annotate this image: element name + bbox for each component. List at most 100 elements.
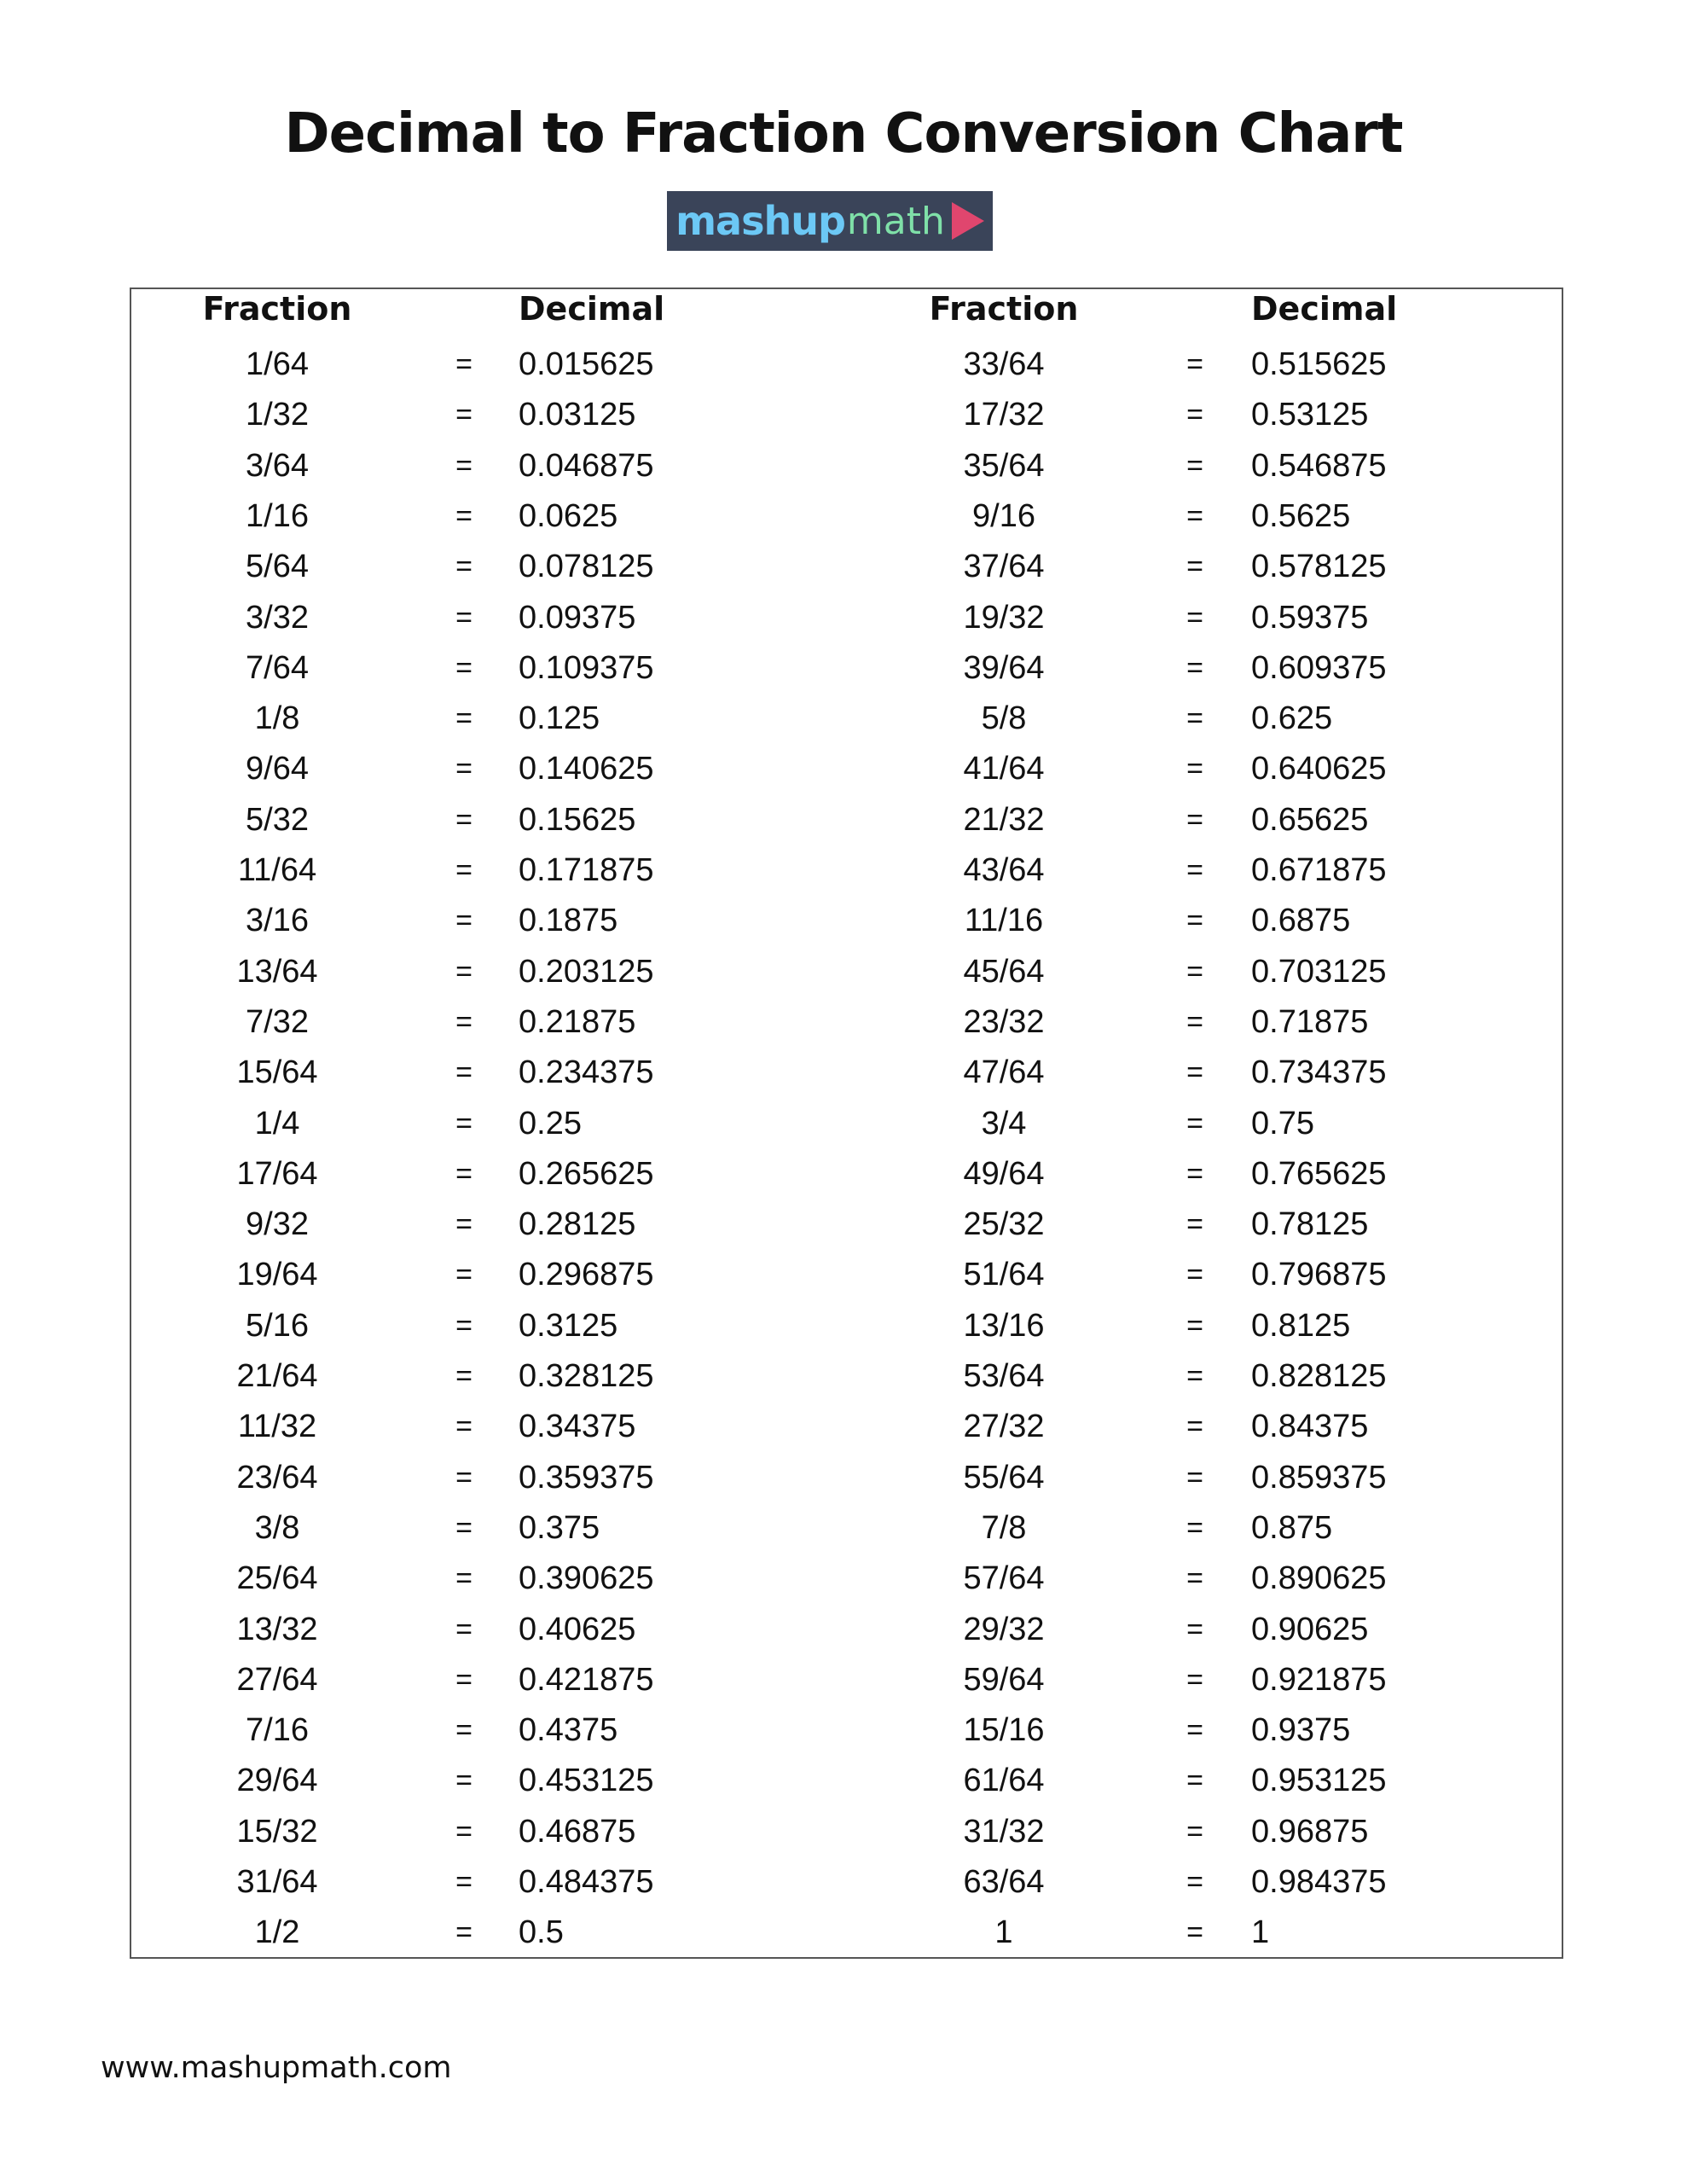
- fraction-cell: 7/16: [246, 1712, 309, 1749]
- equals-sign: =: [1186, 1208, 1203, 1241]
- fraction-cell: 25/64: [236, 1560, 318, 1597]
- fraction-cell: 3/16: [246, 903, 309, 939]
- decimal-cell: 0.8125: [1251, 1307, 1351, 1344]
- equals-sign: =: [1186, 1107, 1203, 1140]
- equals-sign: =: [1186, 1663, 1203, 1696]
- play-icon: [951, 202, 984, 240]
- fraction-cell: 1/2: [254, 1914, 300, 1951]
- decimal-cell: 0.5625: [1251, 497, 1351, 534]
- fraction-cell: 31/32: [963, 1813, 1045, 1850]
- decimal-cell: 0.40625: [519, 1611, 636, 1647]
- equals-sign: =: [1186, 752, 1203, 786]
- fraction-cell: 19/32: [963, 599, 1045, 636]
- decimal-cell: 0.734375: [1251, 1054, 1387, 1091]
- decimal-cell: 0.421875: [519, 1661, 654, 1698]
- decimal-cell: 0.59375: [1251, 599, 1369, 636]
- decimal-cell: 0.953125: [1251, 1763, 1387, 1799]
- fraction-cell: 1: [994, 1914, 1013, 1951]
- fraction-cell: 7/32: [246, 1003, 309, 1040]
- equals-sign: =: [455, 854, 472, 886]
- fraction-cell: 33/64: [963, 346, 1045, 382]
- equals-sign: =: [455, 1005, 472, 1038]
- decimal-cell: 0.65625: [1251, 801, 1369, 838]
- fraction-cell: 15/64: [236, 1054, 318, 1091]
- fraction-cell: 13/64: [236, 953, 318, 990]
- fraction-cell: 49/64: [963, 1155, 1045, 1192]
- fraction-cell: 23/64: [236, 1459, 318, 1496]
- equals-sign: =: [1186, 348, 1203, 380]
- equals-sign: =: [1186, 398, 1203, 432]
- equals-sign: =: [455, 1815, 472, 1848]
- header-fraction-left: Fraction: [202, 290, 352, 328]
- decimal-cell: 0.609375: [1251, 649, 1387, 686]
- equals-sign: =: [1186, 904, 1203, 938]
- decimal-cell: 0.1875: [519, 903, 618, 939]
- equals-sign: =: [1186, 499, 1203, 532]
- fraction-cell: 43/64: [963, 852, 1045, 888]
- decimal-cell: 0.015625: [519, 346, 654, 382]
- fraction-cell: 5/32: [246, 801, 309, 838]
- fraction-cell: 63/64: [963, 1864, 1045, 1900]
- equals-sign: =: [1186, 1916, 1203, 1949]
- fraction-cell: 39/64: [963, 649, 1045, 686]
- decimal-cell: 0.984375: [1251, 1864, 1387, 1900]
- fraction-cell: 1/32: [246, 397, 309, 433]
- fraction-cell: 21/32: [963, 801, 1045, 838]
- logo-text-mashup: mashup: [675, 198, 846, 244]
- equals-sign: =: [455, 752, 472, 786]
- fraction-cell: 1/4: [254, 1105, 300, 1141]
- equals-sign: =: [455, 499, 472, 532]
- fraction-cell: 17/64: [236, 1155, 318, 1192]
- decimal-cell: 0.6875: [1251, 903, 1351, 939]
- header-decimal-left: Decimal: [519, 290, 665, 328]
- decimal-cell: 0.328125: [519, 1358, 654, 1394]
- decimal-cell: 0.09375: [519, 599, 636, 636]
- equals-sign: =: [455, 1714, 472, 1747]
- fraction-cell: 5/64: [246, 549, 309, 585]
- decimal-cell: 0.9375: [1251, 1712, 1351, 1749]
- decimal-cell: 0.671875: [1251, 852, 1387, 888]
- fraction-cell: 31/64: [236, 1864, 318, 1900]
- equals-sign: =: [455, 1360, 472, 1392]
- fraction-cell: 61/64: [963, 1763, 1045, 1799]
- decimal-cell: 0.53125: [1251, 397, 1369, 433]
- fraction-cell: 55/64: [963, 1459, 1045, 1496]
- equals-sign: =: [1186, 449, 1203, 482]
- equals-sign: =: [1186, 1258, 1203, 1292]
- decimal-cell: 0.03125: [519, 397, 636, 433]
- equals-sign: =: [1186, 803, 1203, 836]
- decimal-cell: 0.125: [519, 700, 600, 737]
- decimal-cell: 0.578125: [1251, 549, 1387, 585]
- equals-sign: =: [455, 1208, 472, 1241]
- fraction-cell: 53/64: [963, 1358, 1045, 1394]
- equals-sign: =: [1186, 702, 1203, 735]
- equals-sign: =: [1186, 955, 1203, 988]
- fraction-cell: 57/64: [963, 1560, 1045, 1597]
- decimal-cell: 0.078125: [519, 549, 654, 585]
- fraction-cell: 35/64: [963, 447, 1045, 484]
- decimal-cell: 0.21875: [519, 1003, 636, 1040]
- decimal-cell: 0.484375: [519, 1864, 654, 1900]
- fraction-cell: 11/32: [237, 1409, 317, 1445]
- decimal-cell: 0.203125: [519, 953, 654, 990]
- fraction-cell: 25/32: [963, 1206, 1045, 1243]
- fraction-cell: 1/8: [254, 700, 300, 737]
- equals-sign: =: [1186, 1714, 1203, 1747]
- decimal-cell: 0.25: [519, 1105, 582, 1141]
- fraction-cell: 3/32: [246, 599, 309, 636]
- equals-sign: =: [455, 601, 472, 634]
- fraction-cell: 7/8: [981, 1509, 1027, 1546]
- equals-sign: =: [455, 1764, 472, 1798]
- equals-sign: =: [1186, 1815, 1203, 1848]
- decimal-cell: 0.4375: [519, 1712, 618, 1749]
- equals-sign: =: [455, 1056, 472, 1089]
- decimal-cell: 0.640625: [1251, 751, 1387, 787]
- decimal-cell: 0.71875: [1251, 1003, 1369, 1040]
- equals-sign: =: [1186, 1764, 1203, 1798]
- equals-sign: =: [1186, 1612, 1203, 1646]
- header-decimal-right: Decimal: [1251, 290, 1398, 328]
- equals-sign: =: [455, 550, 472, 584]
- fraction-cell: 27/32: [963, 1409, 1045, 1445]
- decimal-cell: 0.296875: [519, 1257, 654, 1293]
- equals-sign: =: [455, 1866, 472, 1898]
